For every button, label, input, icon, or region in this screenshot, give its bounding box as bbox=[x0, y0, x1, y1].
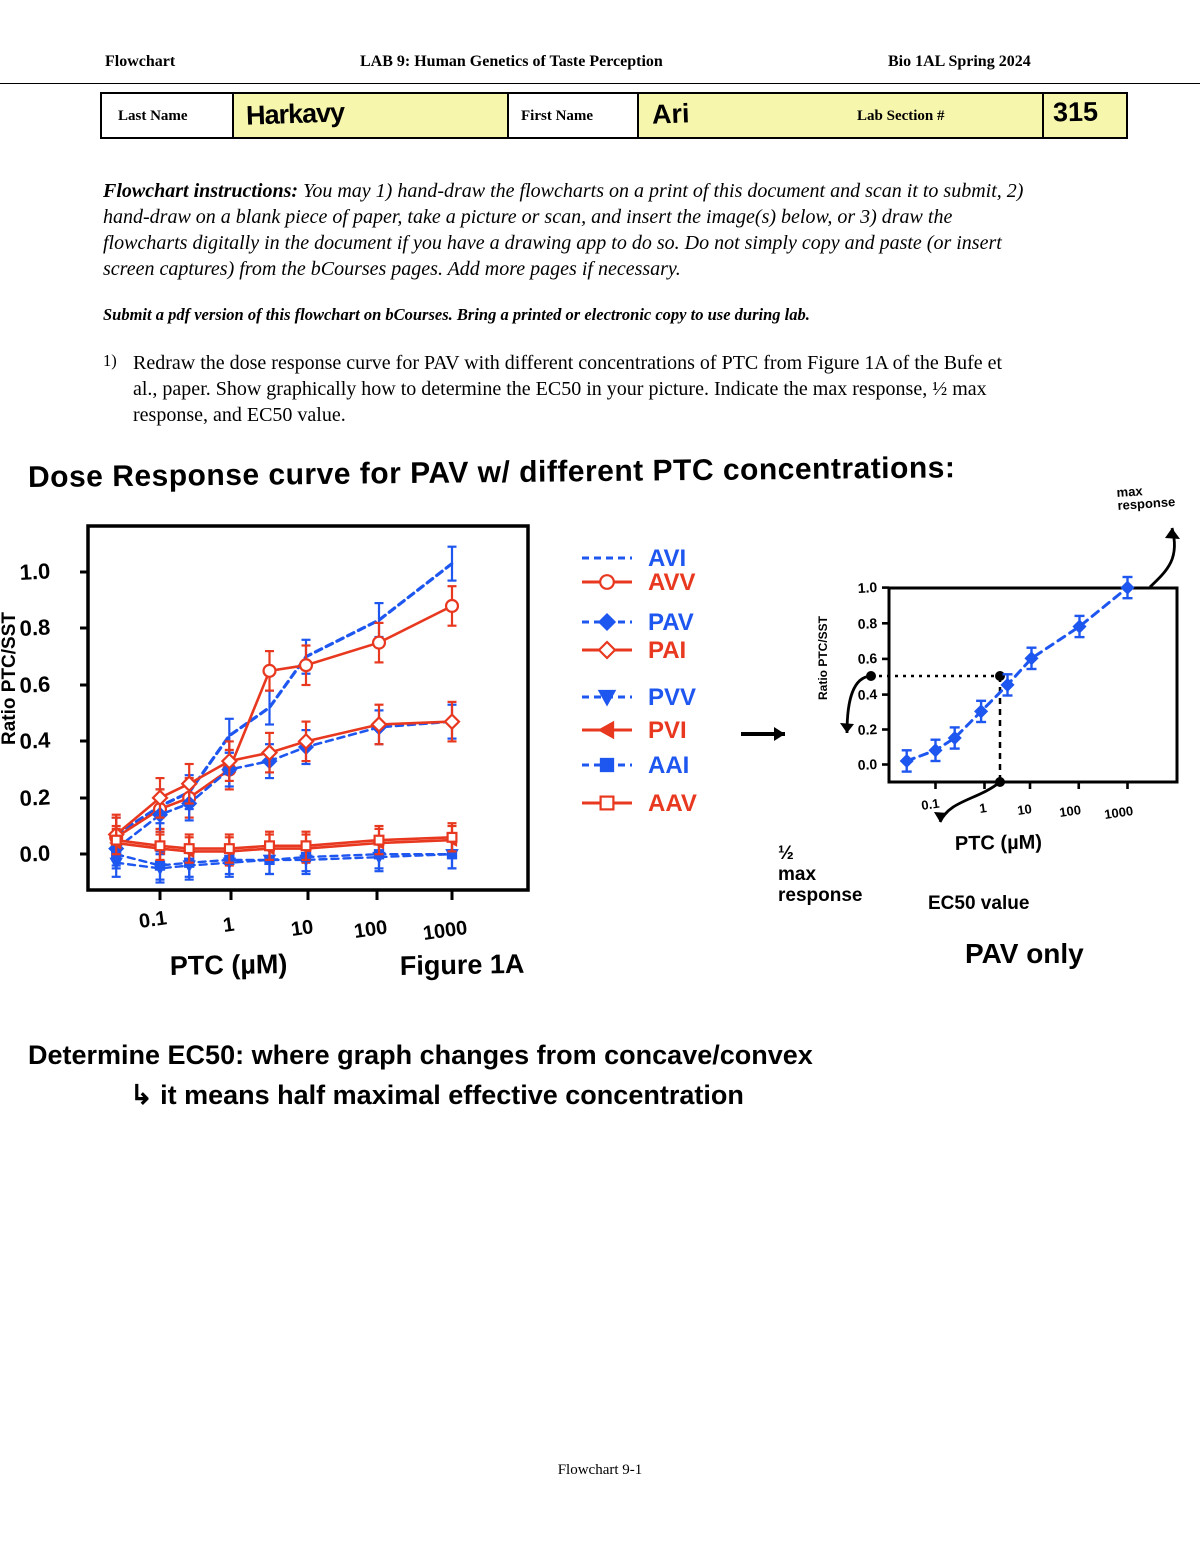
svg-text:10: 10 bbox=[1016, 801, 1032, 818]
svg-text:100: 100 bbox=[1058, 802, 1082, 820]
svg-text:1: 1 bbox=[978, 800, 987, 816]
svg-text:1000: 1000 bbox=[1103, 803, 1134, 822]
svg-text:0.0: 0.0 bbox=[857, 756, 877, 773]
svg-text:Ratio PTC/SST: Ratio PTC/SST bbox=[816, 615, 830, 700]
svg-text:0.6: 0.6 bbox=[857, 650, 877, 667]
svg-text:0.2: 0.2 bbox=[857, 721, 877, 738]
svg-text:0.8: 0.8 bbox=[857, 615, 877, 632]
svg-text:0.4: 0.4 bbox=[857, 686, 877, 703]
svg-text:PTC (µM): PTC (µM) bbox=[955, 831, 1042, 855]
svg-text:1.0: 1.0 bbox=[857, 579, 877, 596]
svg-text:0.1: 0.1 bbox=[920, 796, 940, 813]
